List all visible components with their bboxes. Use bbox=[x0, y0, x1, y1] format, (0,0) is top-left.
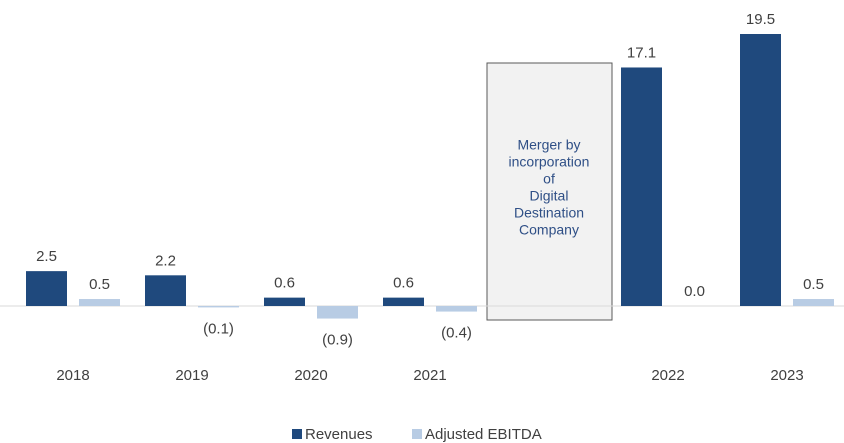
bar bbox=[436, 306, 477, 312]
annotation-text: incorporation bbox=[509, 154, 590, 170]
annotation-text: Company bbox=[519, 222, 579, 238]
bar bbox=[793, 299, 834, 306]
bar bbox=[79, 299, 120, 306]
legend-label: Adjusted EBITDA bbox=[425, 426, 542, 443]
bar bbox=[264, 297, 305, 306]
bar bbox=[145, 275, 186, 306]
bar bbox=[740, 34, 781, 306]
legend-swatch bbox=[412, 429, 422, 439]
annotation-text: Digital bbox=[530, 188, 569, 204]
bar bbox=[317, 306, 358, 319]
data-label: 0.0 bbox=[684, 283, 705, 300]
data-label: 2.5 bbox=[36, 248, 57, 265]
x-tick-label: 2022 bbox=[651, 367, 684, 384]
data-label: (0.4) bbox=[441, 325, 472, 342]
annotation-box bbox=[486, 62, 613, 321]
x-tick-label: 2019 bbox=[175, 367, 208, 384]
annotation-text: Destination bbox=[514, 205, 584, 221]
data-label: 0.5 bbox=[803, 276, 824, 293]
x-tick-label: 2021 bbox=[413, 367, 446, 384]
data-label: (0.1) bbox=[203, 320, 234, 337]
bar bbox=[26, 271, 67, 306]
bar bbox=[621, 67, 662, 306]
data-label: 0.5 bbox=[89, 276, 110, 293]
legend-swatch bbox=[292, 429, 302, 439]
x-tick-label: 2018 bbox=[56, 367, 89, 384]
x-tick-label: 2023 bbox=[770, 367, 803, 384]
data-label: 17.1 bbox=[627, 44, 656, 61]
data-label: 0.6 bbox=[274, 275, 295, 292]
bar bbox=[383, 297, 424, 306]
data-label: (0.9) bbox=[322, 332, 353, 349]
data-label: 2.2 bbox=[155, 252, 176, 269]
annotation-text: Merger by bbox=[517, 137, 580, 153]
data-label: 0.6 bbox=[393, 275, 414, 292]
bar bbox=[198, 306, 239, 308]
legend-label: Revenues bbox=[305, 426, 373, 443]
annotation-text: of bbox=[543, 171, 555, 187]
x-tick-label: 2020 bbox=[294, 367, 327, 384]
data-label: 19.5 bbox=[746, 11, 775, 28]
